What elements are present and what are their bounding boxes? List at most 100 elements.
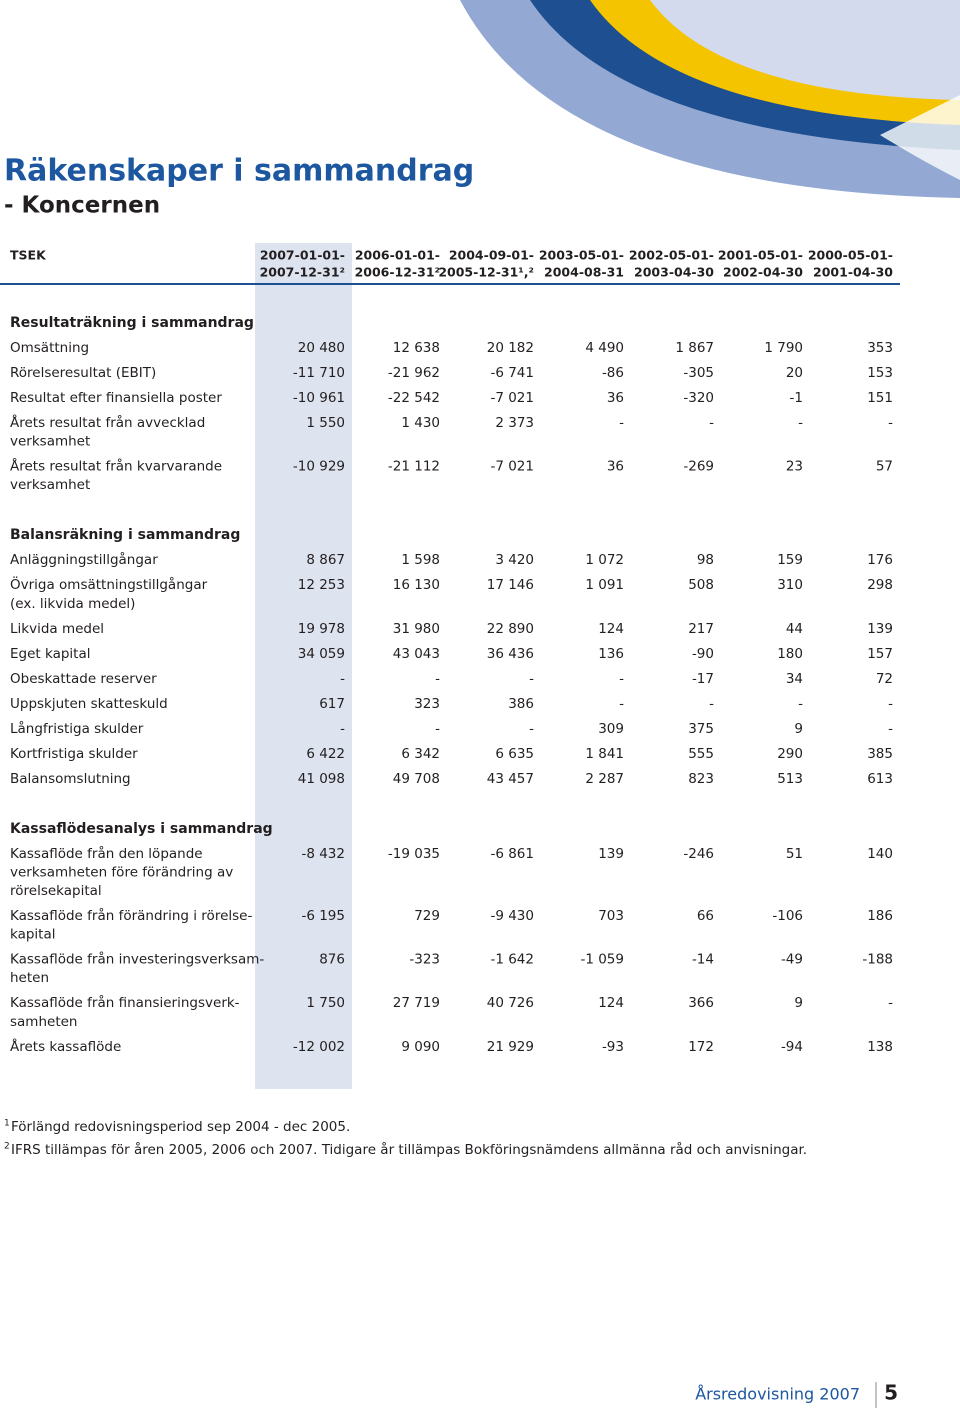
column-header: 2003-04-30 [634, 265, 714, 280]
cell: 66 [697, 908, 714, 924]
row-label: Årets resultat från kvarvarande [10, 458, 222, 475]
cell: -14 [692, 952, 714, 968]
cell: 555 [688, 746, 714, 762]
cell: - [619, 696, 624, 712]
row-label: Omsättning [10, 340, 89, 356]
row-label: Långfristiga skulder [10, 720, 144, 737]
cell: - [435, 721, 440, 737]
cell: 729 [414, 908, 440, 924]
cell: -94 [781, 1039, 803, 1055]
footnote-mark: 2 [4, 1142, 10, 1152]
row-label: Eget kapital [10, 646, 90, 662]
cell: 36 436 [487, 646, 534, 662]
column-header: 2004-09-01- [449, 248, 534, 263]
page-number: 5 [884, 1381, 898, 1405]
cell: 27 719 [393, 995, 440, 1011]
cell: 98 [697, 552, 714, 568]
cell: - [619, 671, 624, 687]
row-label: Övriga omsättningstillgångar [10, 575, 208, 593]
row-label: Kortfristiga skulder [10, 746, 138, 762]
cell: 136 [598, 646, 624, 662]
cell: 22 890 [487, 621, 534, 637]
row-label: Balansomslutning [10, 771, 131, 787]
cell: 51 [786, 846, 803, 862]
cell: 17 146 [487, 577, 534, 593]
cell: 20 182 [487, 340, 534, 356]
footnote: IFRS tillämpas för åren 2005, 2006 och 2… [11, 1141, 807, 1158]
cell: 140 [867, 846, 893, 862]
cell: - [888, 696, 893, 712]
cell: -93 [602, 1039, 624, 1055]
cell: 2 287 [585, 771, 624, 787]
cell: -6 741 [490, 365, 534, 381]
cell: 180 [777, 646, 803, 662]
cell: -1 059 [580, 952, 624, 968]
cell: - [888, 721, 893, 737]
cell: 1 867 [675, 340, 714, 356]
column-header: 2001-04-30 [813, 265, 893, 280]
cell: 613 [867, 771, 893, 787]
cell: 151 [867, 390, 893, 406]
cell: 310 [777, 577, 803, 593]
cell: 386 [508, 696, 534, 712]
cell: 1 072 [585, 552, 624, 568]
row-label: Obeskattade reserver [10, 671, 157, 687]
row-label: Uppskjuten skatteskuld [10, 696, 168, 712]
row-label: Årets resultat från avvecklad [10, 414, 205, 431]
row-label: Likvida medel [10, 621, 104, 637]
cell: -1 642 [490, 952, 534, 968]
cell: - [435, 671, 440, 687]
cell: 366 [688, 995, 714, 1011]
decoration [460, 0, 960, 198]
cell: -19 035 [388, 846, 440, 862]
cell: -305 [683, 365, 714, 381]
cell: -11 710 [293, 365, 345, 381]
row-label: verksamhet [10, 434, 90, 450]
cell: 159 [777, 552, 803, 568]
cell: - [529, 671, 534, 687]
cell: 508 [688, 577, 714, 593]
cell: 309 [598, 721, 624, 737]
cell: -269 [683, 459, 714, 475]
cell: 876 [319, 952, 345, 968]
cell: -90 [692, 646, 714, 662]
cell: 72 [876, 671, 893, 687]
cell: 1 091 [585, 577, 624, 593]
cell: 2 373 [495, 415, 534, 431]
cell: 375 [688, 721, 714, 737]
cell: 1 841 [585, 746, 624, 762]
cell: -10 961 [293, 390, 345, 406]
cell: 513 [777, 771, 803, 787]
cell: 12 253 [298, 577, 345, 593]
cell: -246 [683, 846, 714, 862]
cell: 4 490 [585, 340, 624, 356]
section-title: Balansräkning i sammandrag [10, 527, 240, 543]
row-label: Kassaflöde från den löpande [10, 845, 203, 862]
column-header: 2006-01-01- [355, 248, 440, 263]
cell: 323 [414, 696, 440, 712]
cell: 36 [607, 390, 624, 406]
column-header: 2006-12-31² [355, 265, 440, 280]
cell: 1 790 [764, 340, 803, 356]
cell: -323 [409, 952, 440, 968]
cell: 6 635 [495, 746, 534, 762]
cell: 20 [786, 365, 803, 381]
cell: -6 195 [301, 908, 345, 924]
cell: -6 861 [490, 846, 534, 862]
row-label: Resultat efter finansiella poster [10, 390, 222, 406]
cell: 43 043 [393, 646, 440, 662]
row-label: Kassaflöde från förändring i rörelse- [10, 907, 252, 924]
cell: 823 [688, 771, 714, 787]
cell: -106 [772, 908, 803, 924]
column-header: 2000-05-01- [808, 248, 893, 263]
cell: -188 [862, 952, 893, 968]
row-label: kapital [10, 927, 56, 943]
cell: 6 422 [306, 746, 345, 762]
cell: 124 [598, 995, 624, 1011]
cell: 290 [777, 746, 803, 762]
cell: -86 [602, 365, 624, 381]
cell: 186 [867, 908, 893, 924]
cell: 44 [786, 621, 803, 637]
cell: 12 638 [393, 340, 440, 356]
cell: 172 [688, 1039, 714, 1055]
